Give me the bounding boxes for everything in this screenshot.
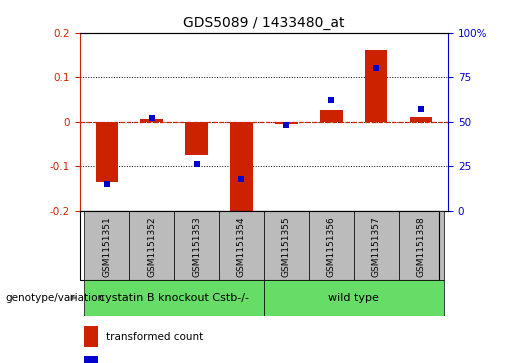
Point — [327, 97, 335, 103]
Bar — [84, 211, 129, 280]
Bar — [219, 211, 264, 280]
Bar — [354, 211, 399, 280]
Text: GSM1151352: GSM1151352 — [147, 216, 156, 277]
Bar — [96, 122, 118, 182]
Bar — [365, 50, 387, 122]
Bar — [275, 122, 298, 124]
Point — [282, 122, 290, 128]
Text: transformed count: transformed count — [106, 332, 203, 342]
Text: GSM1151358: GSM1151358 — [417, 216, 425, 277]
Point — [193, 162, 201, 167]
Point — [148, 115, 156, 121]
Bar — [84, 280, 264, 316]
Bar — [309, 211, 354, 280]
Bar — [185, 122, 208, 155]
Text: GSM1151351: GSM1151351 — [102, 216, 111, 277]
Bar — [399, 211, 443, 280]
Bar — [264, 211, 309, 280]
Text: genotype/variation: genotype/variation — [5, 293, 104, 303]
Point — [417, 106, 425, 112]
Text: GSM1151353: GSM1151353 — [192, 216, 201, 277]
Bar — [230, 122, 253, 213]
Bar — [174, 211, 219, 280]
Text: GSM1151354: GSM1151354 — [237, 216, 246, 277]
Bar — [320, 110, 342, 122]
Text: cystatin B knockout Cstb-/-: cystatin B knockout Cstb-/- — [99, 293, 249, 303]
Bar — [83, 356, 98, 363]
Bar — [141, 119, 163, 122]
Point — [237, 176, 246, 182]
Bar — [83, 326, 98, 347]
Point — [372, 65, 380, 71]
Text: wild type: wild type — [328, 293, 379, 303]
Bar — [264, 280, 443, 316]
Point — [102, 181, 111, 187]
Bar — [410, 117, 432, 122]
Title: GDS5089 / 1433480_at: GDS5089 / 1433480_at — [183, 16, 345, 30]
Text: GSM1151356: GSM1151356 — [327, 216, 336, 277]
Bar — [129, 211, 174, 280]
Text: GSM1151355: GSM1151355 — [282, 216, 291, 277]
Text: GSM1151357: GSM1151357 — [372, 216, 381, 277]
